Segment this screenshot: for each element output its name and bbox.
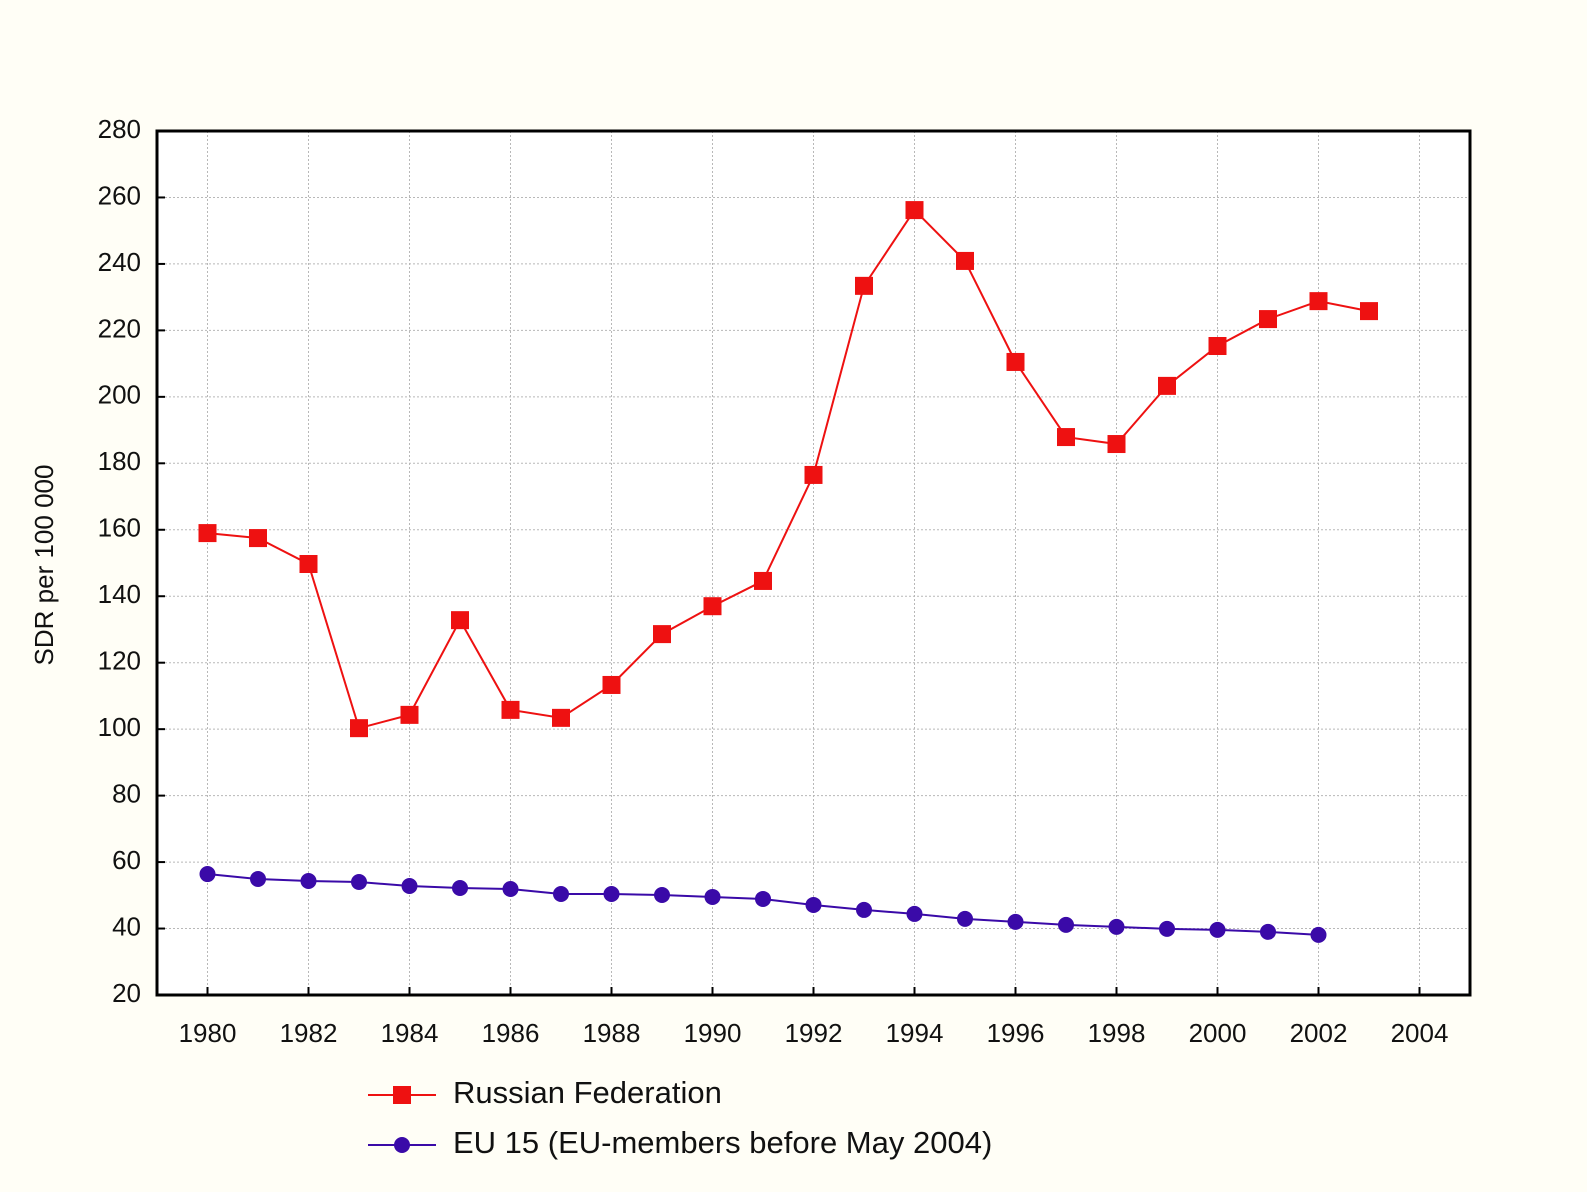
x-tick-label: 1988 — [583, 1018, 641, 1048]
marker — [1006, 352, 1025, 371]
marker — [1259, 310, 1277, 329]
y-tick-label: 140 — [98, 579, 141, 609]
marker — [603, 885, 620, 902]
marker — [906, 905, 923, 922]
marker — [905, 201, 924, 220]
marker — [300, 873, 317, 890]
x-tick-label: 1994 — [886, 1018, 944, 1048]
marker — [1209, 921, 1226, 938]
marker — [1159, 920, 1175, 937]
x-tick-label: 1980 — [179, 1018, 237, 1048]
marker — [957, 910, 973, 927]
legend-marker — [393, 1086, 411, 1104]
marker — [350, 719, 368, 738]
marker — [956, 251, 974, 270]
marker — [703, 597, 722, 616]
marker — [855, 276, 873, 295]
marker — [1360, 302, 1378, 321]
y-tick-label: 220 — [98, 313, 141, 343]
y-tick-label: 80 — [112, 778, 141, 808]
y-tick-label: 260 — [98, 180, 141, 210]
marker — [250, 871, 266, 888]
marker — [249, 529, 267, 548]
y-tick-label: 160 — [98, 513, 141, 543]
x-tick-label: 1998 — [1088, 1018, 1146, 1048]
marker — [1108, 918, 1125, 935]
x-tick-label: 1996 — [987, 1018, 1045, 1048]
y-tick-label: 280 — [98, 114, 141, 144]
marker — [653, 625, 671, 644]
legend-label: EU 15 (EU-members before May 2004) — [453, 1125, 992, 1160]
x-tick-label: 1986 — [482, 1018, 540, 1048]
marker — [198, 524, 217, 543]
marker — [754, 571, 772, 590]
marker — [553, 885, 569, 902]
x-tick-label: 2002 — [1290, 1018, 1348, 1048]
marker — [755, 890, 771, 907]
marker — [805, 896, 822, 913]
marker — [1208, 337, 1227, 356]
marker — [1310, 926, 1327, 943]
y-tick-label: 120 — [98, 646, 141, 676]
marker — [856, 901, 872, 918]
y-tick-label: 240 — [98, 247, 141, 277]
x-tick-label: 1992 — [785, 1018, 843, 1048]
marker — [1107, 435, 1126, 454]
y-tick-label: 180 — [98, 446, 141, 476]
x-tick-label: 1982 — [280, 1018, 338, 1048]
marker — [401, 878, 418, 895]
plot-frame — [155, 129, 1472, 997]
marker — [501, 700, 520, 719]
marker — [654, 886, 670, 903]
legend-label: Russian Federation — [453, 1075, 722, 1110]
marker — [452, 879, 468, 896]
marker — [1260, 923, 1276, 940]
marker — [502, 880, 519, 897]
marker — [299, 554, 318, 573]
marker — [400, 705, 419, 724]
marker — [552, 708, 570, 727]
x-tick-label: 1984 — [381, 1018, 439, 1048]
marker — [351, 874, 367, 891]
x-tick-label: 1990 — [684, 1018, 742, 1048]
marker — [1007, 913, 1024, 930]
marker — [1057, 428, 1075, 447]
marker — [1309, 292, 1328, 311]
marker — [804, 465, 823, 484]
marker — [199, 866, 216, 883]
y-axis-label: SDR per 100 000 — [29, 465, 59, 666]
y-tick-label: 60 — [112, 845, 141, 875]
marker — [451, 611, 469, 630]
legend-marker — [394, 1137, 410, 1153]
marker — [1058, 916, 1074, 933]
x-tick-label: 2000 — [1189, 1018, 1247, 1048]
y-tick-label: 200 — [98, 380, 141, 410]
marker — [704, 888, 721, 905]
marker — [1158, 376, 1176, 395]
x-tick-label: 2004 — [1391, 1018, 1449, 1048]
y-tick-label: 40 — [112, 911, 141, 941]
y-tick-label: 20 — [112, 978, 141, 1008]
y-tick-label: 100 — [98, 712, 141, 742]
marker — [602, 675, 621, 694]
